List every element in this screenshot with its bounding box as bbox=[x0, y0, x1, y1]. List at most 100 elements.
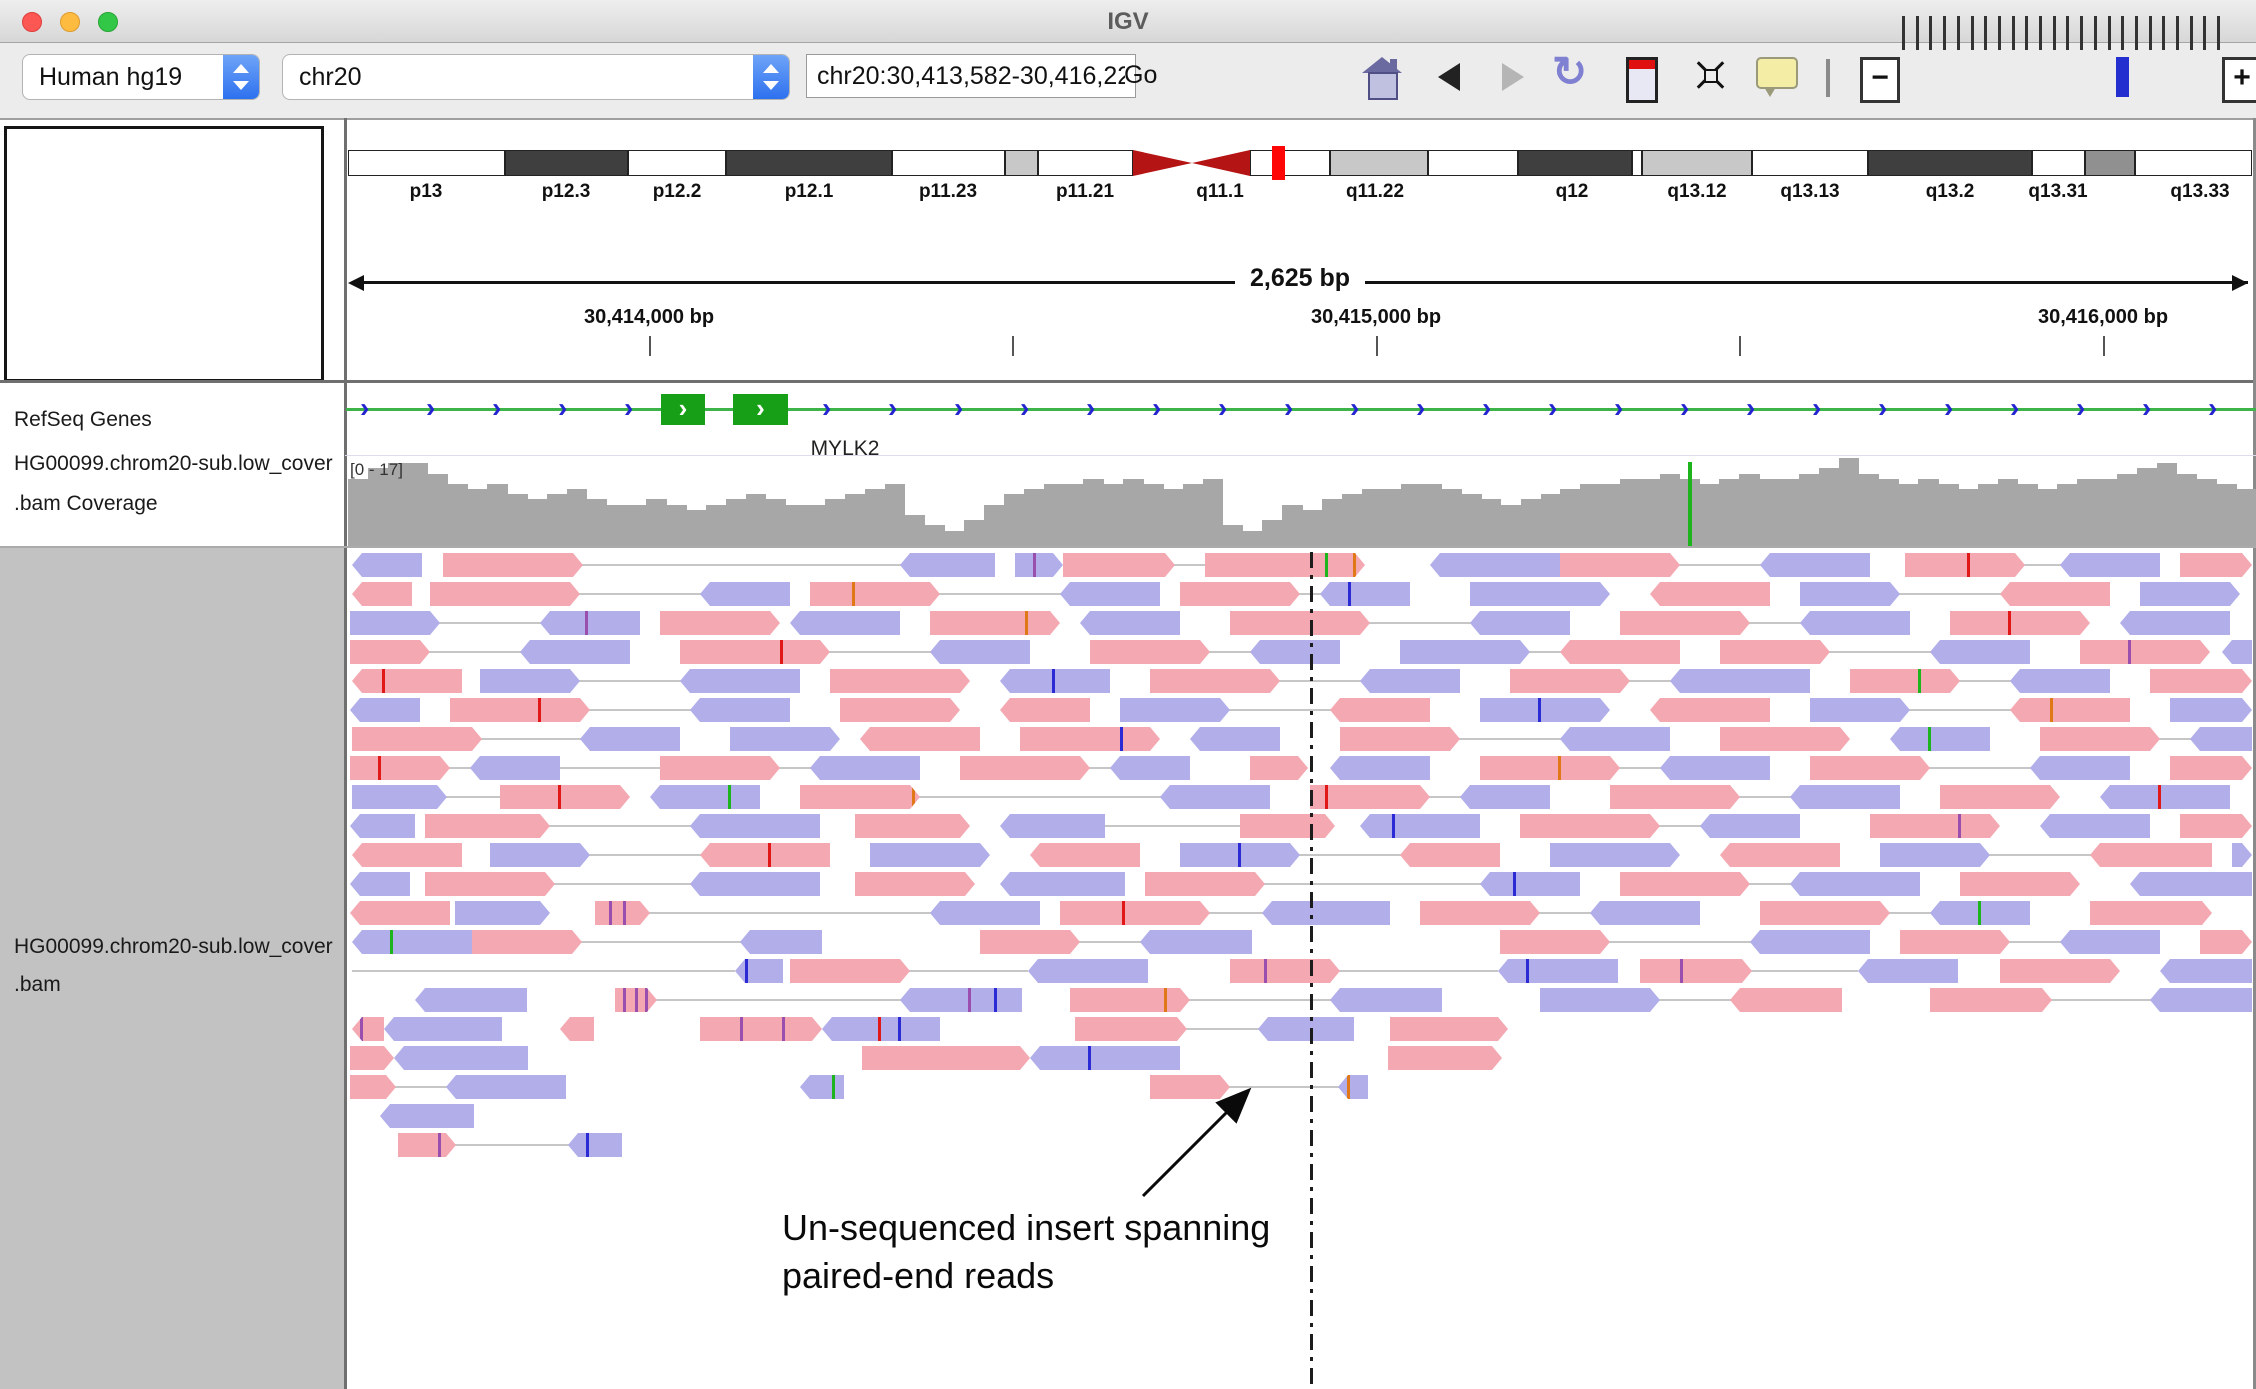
maximize-button[interactable] bbox=[98, 12, 118, 32]
read[interactable] bbox=[1610, 785, 1740, 809]
back-icon[interactable] bbox=[1438, 63, 1460, 91]
read[interactable] bbox=[1388, 1046, 1502, 1070]
read[interactable] bbox=[450, 698, 590, 722]
read[interactable] bbox=[960, 756, 1090, 780]
read[interactable] bbox=[660, 611, 780, 635]
read[interactable] bbox=[352, 785, 447, 809]
read[interactable] bbox=[1150, 1075, 1230, 1099]
read[interactable] bbox=[1060, 901, 1210, 925]
read[interactable] bbox=[446, 1075, 566, 1099]
read[interactable] bbox=[900, 988, 1022, 1012]
minimize-button[interactable] bbox=[60, 12, 80, 32]
read[interactable] bbox=[2180, 553, 2252, 577]
read[interactable] bbox=[1890, 727, 1990, 751]
read[interactable] bbox=[352, 930, 472, 954]
read[interactable] bbox=[1400, 640, 1530, 664]
read[interactable] bbox=[352, 582, 412, 606]
gene-exon[interactable]: › bbox=[733, 394, 788, 425]
read[interactable] bbox=[1480, 698, 1610, 722]
read[interactable] bbox=[1550, 843, 1680, 867]
read[interactable] bbox=[470, 756, 560, 780]
read[interactable] bbox=[2080, 640, 2210, 664]
read[interactable] bbox=[1000, 669, 1110, 693]
read[interactable] bbox=[1258, 1017, 1354, 1041]
read[interactable] bbox=[2180, 814, 2252, 838]
read[interactable] bbox=[1498, 959, 1618, 983]
read[interactable] bbox=[384, 1017, 502, 1041]
read[interactable] bbox=[350, 756, 450, 780]
read[interactable] bbox=[1540, 988, 1660, 1012]
read[interactable] bbox=[1250, 640, 1340, 664]
read[interactable] bbox=[1700, 814, 1800, 838]
read[interactable] bbox=[1720, 843, 1840, 867]
alignment-track-label-area[interactable] bbox=[0, 548, 344, 1389]
read[interactable] bbox=[1338, 1075, 1368, 1099]
read[interactable] bbox=[1850, 669, 1960, 693]
fit-to-window-icon[interactable] bbox=[1692, 57, 1728, 93]
read[interactable] bbox=[1028, 959, 1148, 983]
read[interactable] bbox=[1150, 669, 1280, 693]
read[interactable] bbox=[1120, 698, 1230, 722]
read[interactable] bbox=[1000, 814, 1105, 838]
read[interactable] bbox=[690, 698, 790, 722]
read[interactable] bbox=[560, 1017, 594, 1041]
read[interactable] bbox=[500, 785, 630, 809]
read[interactable] bbox=[350, 872, 410, 896]
read[interactable] bbox=[2160, 959, 2252, 983]
zoom-slider-thumb[interactable] bbox=[2116, 57, 2129, 97]
read[interactable] bbox=[350, 611, 440, 635]
read[interactable] bbox=[1858, 959, 1958, 983]
read[interactable] bbox=[1750, 930, 1870, 954]
gene-exon[interactable]: › bbox=[661, 394, 705, 425]
tooltip-icon[interactable] bbox=[1756, 57, 1798, 97]
read[interactable] bbox=[430, 582, 580, 606]
coverage-track[interactable] bbox=[348, 458, 2256, 546]
read[interactable] bbox=[1310, 785, 1430, 809]
go-button[interactable]: Go bbox=[1124, 61, 1158, 89]
read[interactable] bbox=[352, 843, 462, 867]
read[interactable] bbox=[1900, 930, 2010, 954]
read[interactable] bbox=[1430, 553, 1560, 577]
read[interactable] bbox=[1470, 582, 1610, 606]
read[interactable] bbox=[1940, 785, 2060, 809]
read[interactable] bbox=[1240, 814, 1335, 838]
read[interactable] bbox=[1340, 727, 1460, 751]
read[interactable] bbox=[2222, 640, 2252, 664]
read[interactable] bbox=[790, 959, 910, 983]
read[interactable] bbox=[1760, 901, 1890, 925]
read[interactable] bbox=[1870, 814, 2000, 838]
read[interactable] bbox=[425, 872, 555, 896]
read[interactable] bbox=[2090, 843, 2212, 867]
read[interactable] bbox=[2040, 814, 2150, 838]
read[interactable] bbox=[1790, 872, 1920, 896]
read[interactable] bbox=[1000, 872, 1125, 896]
read[interactable] bbox=[1720, 640, 1830, 664]
read[interactable] bbox=[540, 611, 640, 635]
chromosome-select[interactable]: chr20 bbox=[282, 54, 790, 100]
read[interactable] bbox=[1660, 756, 1770, 780]
read[interactable] bbox=[1400, 843, 1500, 867]
read[interactable] bbox=[1730, 988, 1842, 1012]
read[interactable] bbox=[700, 843, 830, 867]
zoom-in-button[interactable]: + bbox=[2222, 57, 2256, 103]
read[interactable] bbox=[1640, 959, 1752, 983]
read[interactable] bbox=[810, 756, 920, 780]
read[interactable] bbox=[1160, 785, 1270, 809]
read[interactable] bbox=[1230, 611, 1370, 635]
refresh-icon[interactable]: ↻ bbox=[1552, 48, 1588, 95]
read[interactable] bbox=[1070, 988, 1190, 1012]
read[interactable] bbox=[455, 901, 550, 925]
read[interactable] bbox=[1930, 901, 2030, 925]
read[interactable] bbox=[1620, 872, 1750, 896]
read[interactable] bbox=[680, 669, 800, 693]
read[interactable] bbox=[860, 727, 980, 751]
read[interactable] bbox=[1510, 669, 1630, 693]
read[interactable] bbox=[1960, 872, 2080, 896]
read[interactable] bbox=[415, 988, 527, 1012]
read[interactable] bbox=[930, 640, 1030, 664]
read[interactable] bbox=[1420, 901, 1540, 925]
read[interactable] bbox=[1930, 640, 2030, 664]
read[interactable] bbox=[2200, 930, 2252, 954]
read[interactable] bbox=[660, 756, 780, 780]
read[interactable] bbox=[1330, 756, 1430, 780]
